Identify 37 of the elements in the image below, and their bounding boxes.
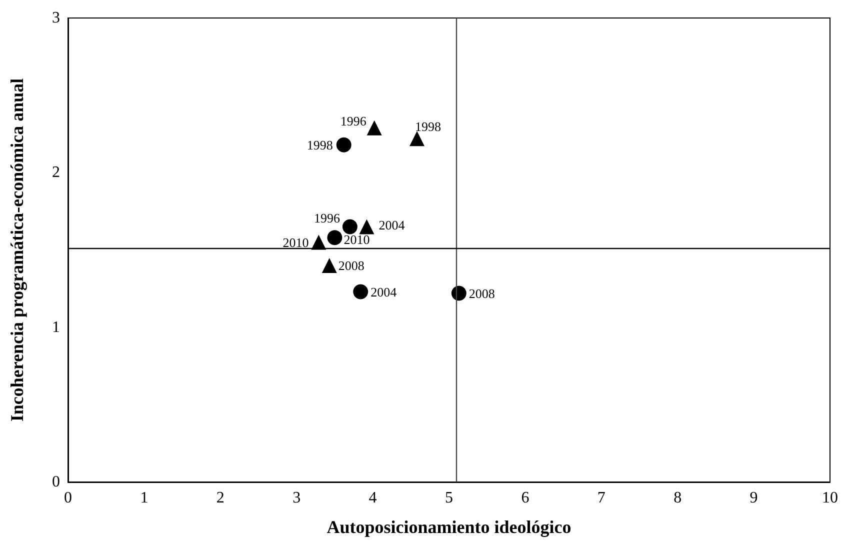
x-tick-label: 7: [597, 490, 606, 506]
point: [342, 219, 358, 234]
annotation: 1998: [414, 119, 441, 134]
x-tick-label: 3: [292, 490, 301, 506]
point: [359, 219, 374, 234]
annotation: 1998: [306, 137, 333, 152]
point: [451, 286, 466, 301]
point: [336, 137, 352, 152]
annotation: 1996: [340, 113, 367, 128]
annotation: 1996: [314, 210, 340, 226]
x-axis-title: Autoposicionamiento ideológico: [326, 517, 572, 537]
point: [366, 120, 382, 136]
point: [327, 230, 342, 246]
x-tick-label: 6: [521, 490, 530, 506]
y-tick-label: 0: [52, 474, 60, 490]
y-axis-title: Incoherencia programática-económica anual: [7, 78, 27, 422]
annotation: 2004: [378, 217, 406, 232]
annotation: 2010: [344, 232, 370, 248]
x-tick-label: 5: [445, 490, 453, 506]
x-tick-label: 8: [674, 490, 682, 506]
x-tick-label: 2: [216, 490, 224, 506]
y-tick-label: 1: [52, 318, 60, 336]
x-tick-label: 4: [368, 490, 377, 506]
annotation: 2008: [338, 258, 364, 273]
x-tick-label: 1: [140, 490, 148, 506]
point: [322, 258, 337, 273]
x-tick-label: 10: [822, 490, 838, 506]
point: [353, 284, 368, 300]
y-tick-label: 3: [52, 10, 60, 26]
x-tick-label: 0: [64, 490, 72, 506]
annotation: 2004: [370, 284, 398, 300]
point: [409, 131, 424, 146]
annotation: 2008: [468, 286, 495, 301]
annotation: 2010: [282, 234, 309, 250]
point: [311, 234, 326, 250]
x-tick-label: 9: [750, 490, 758, 506]
y-tick-label: 2: [52, 164, 60, 182]
